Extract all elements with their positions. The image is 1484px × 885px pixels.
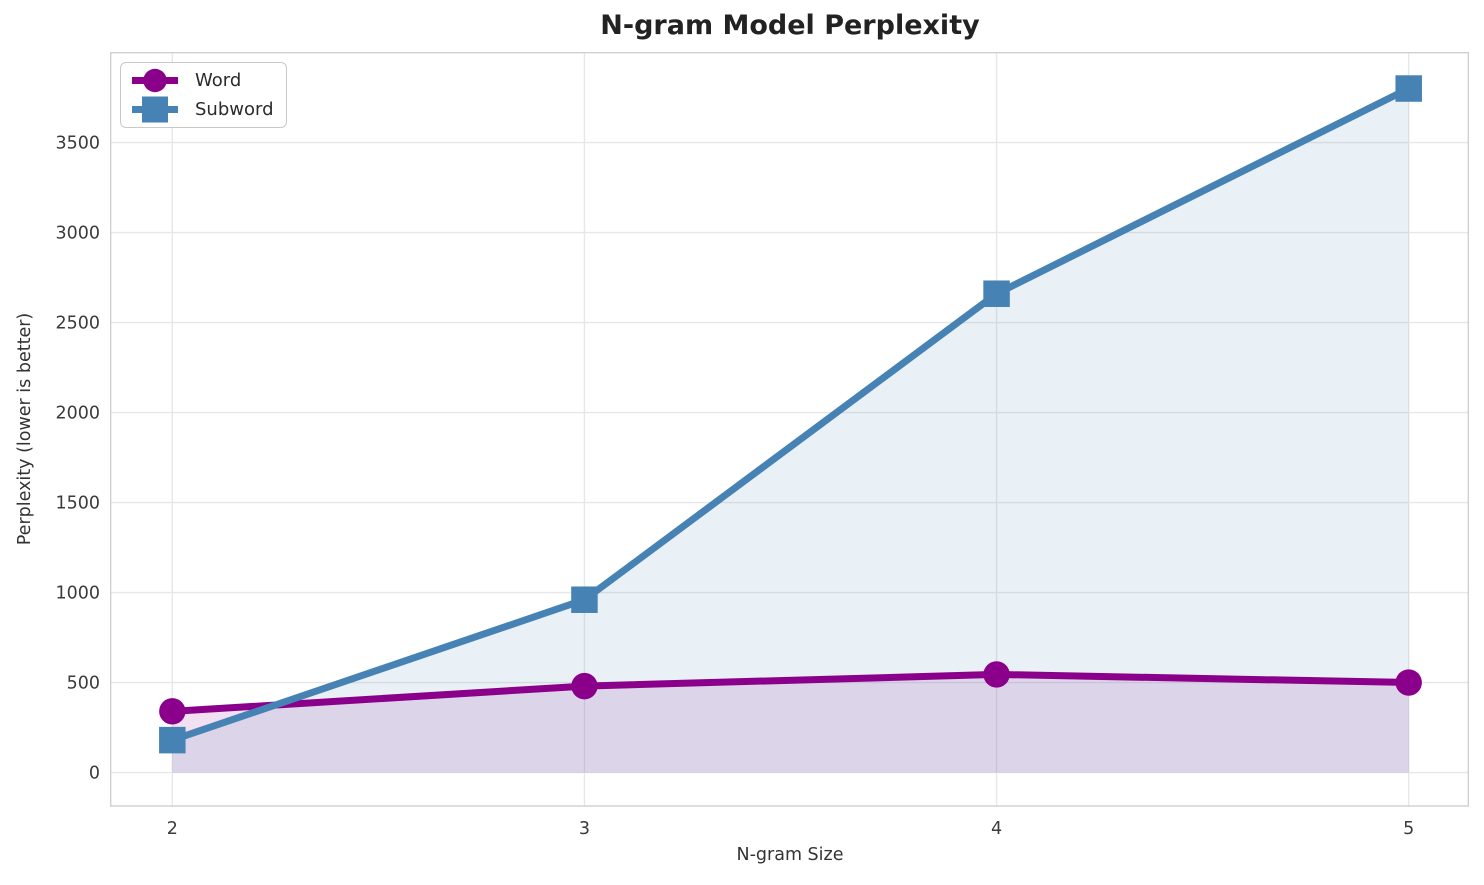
- word-data-point: [571, 672, 598, 700]
- legend-item-word: Word: [129, 67, 276, 94]
- subword-data-point: [1395, 75, 1422, 102]
- y-tick-label: 1500: [55, 494, 100, 514]
- subword-data-point: [571, 586, 598, 613]
- x-axis-label: N-gram Size: [736, 845, 844, 865]
- legend: Word Subword: [120, 62, 287, 128]
- y-tick-label: 500: [67, 674, 100, 694]
- y-tick-label: 3500: [55, 134, 100, 154]
- word-data-point: [159, 698, 186, 725]
- x-tick-label: 5: [1403, 819, 1414, 839]
- subword-line: [168, 85, 1413, 744]
- word-data-point: [983, 661, 1010, 688]
- y-tick-label: 0: [89, 764, 100, 784]
- chart-title: N-gram Model Perplexity: [600, 10, 980, 41]
- word-area-fill: [172, 674, 1409, 773]
- subword-legend-square-icon: [142, 96, 168, 123]
- subword-area-fill: [172, 88, 1409, 773]
- subword-data-point: [983, 280, 1010, 307]
- word-legend-circle-icon: [143, 68, 167, 93]
- legend-label-subword: Subword: [195, 98, 274, 120]
- legend-item-subword: Subword: [129, 96, 276, 123]
- x-tick-label: 4: [991, 819, 1002, 839]
- word-line: [168, 670, 1413, 715]
- x-tick-label: 3: [579, 819, 590, 839]
- word-data-point: [1395, 669, 1422, 696]
- y-tick-label: 3000: [55, 224, 100, 244]
- y-tick-label: 2500: [55, 314, 100, 334]
- legend-label-word: Word: [195, 69, 242, 91]
- subword-series-marker-icon: [132, 96, 178, 123]
- y-tick-label: 1000: [55, 584, 100, 604]
- subword-data-point: [159, 726, 186, 754]
- y-axis-label: Perplexity (lower is better): [15, 312, 35, 546]
- x-tick-label: 2: [167, 819, 178, 839]
- y-tick-label: 2000: [55, 404, 100, 424]
- plot-border: [110, 52, 1469, 807]
- word-series-marker-icon: [132, 68, 178, 93]
